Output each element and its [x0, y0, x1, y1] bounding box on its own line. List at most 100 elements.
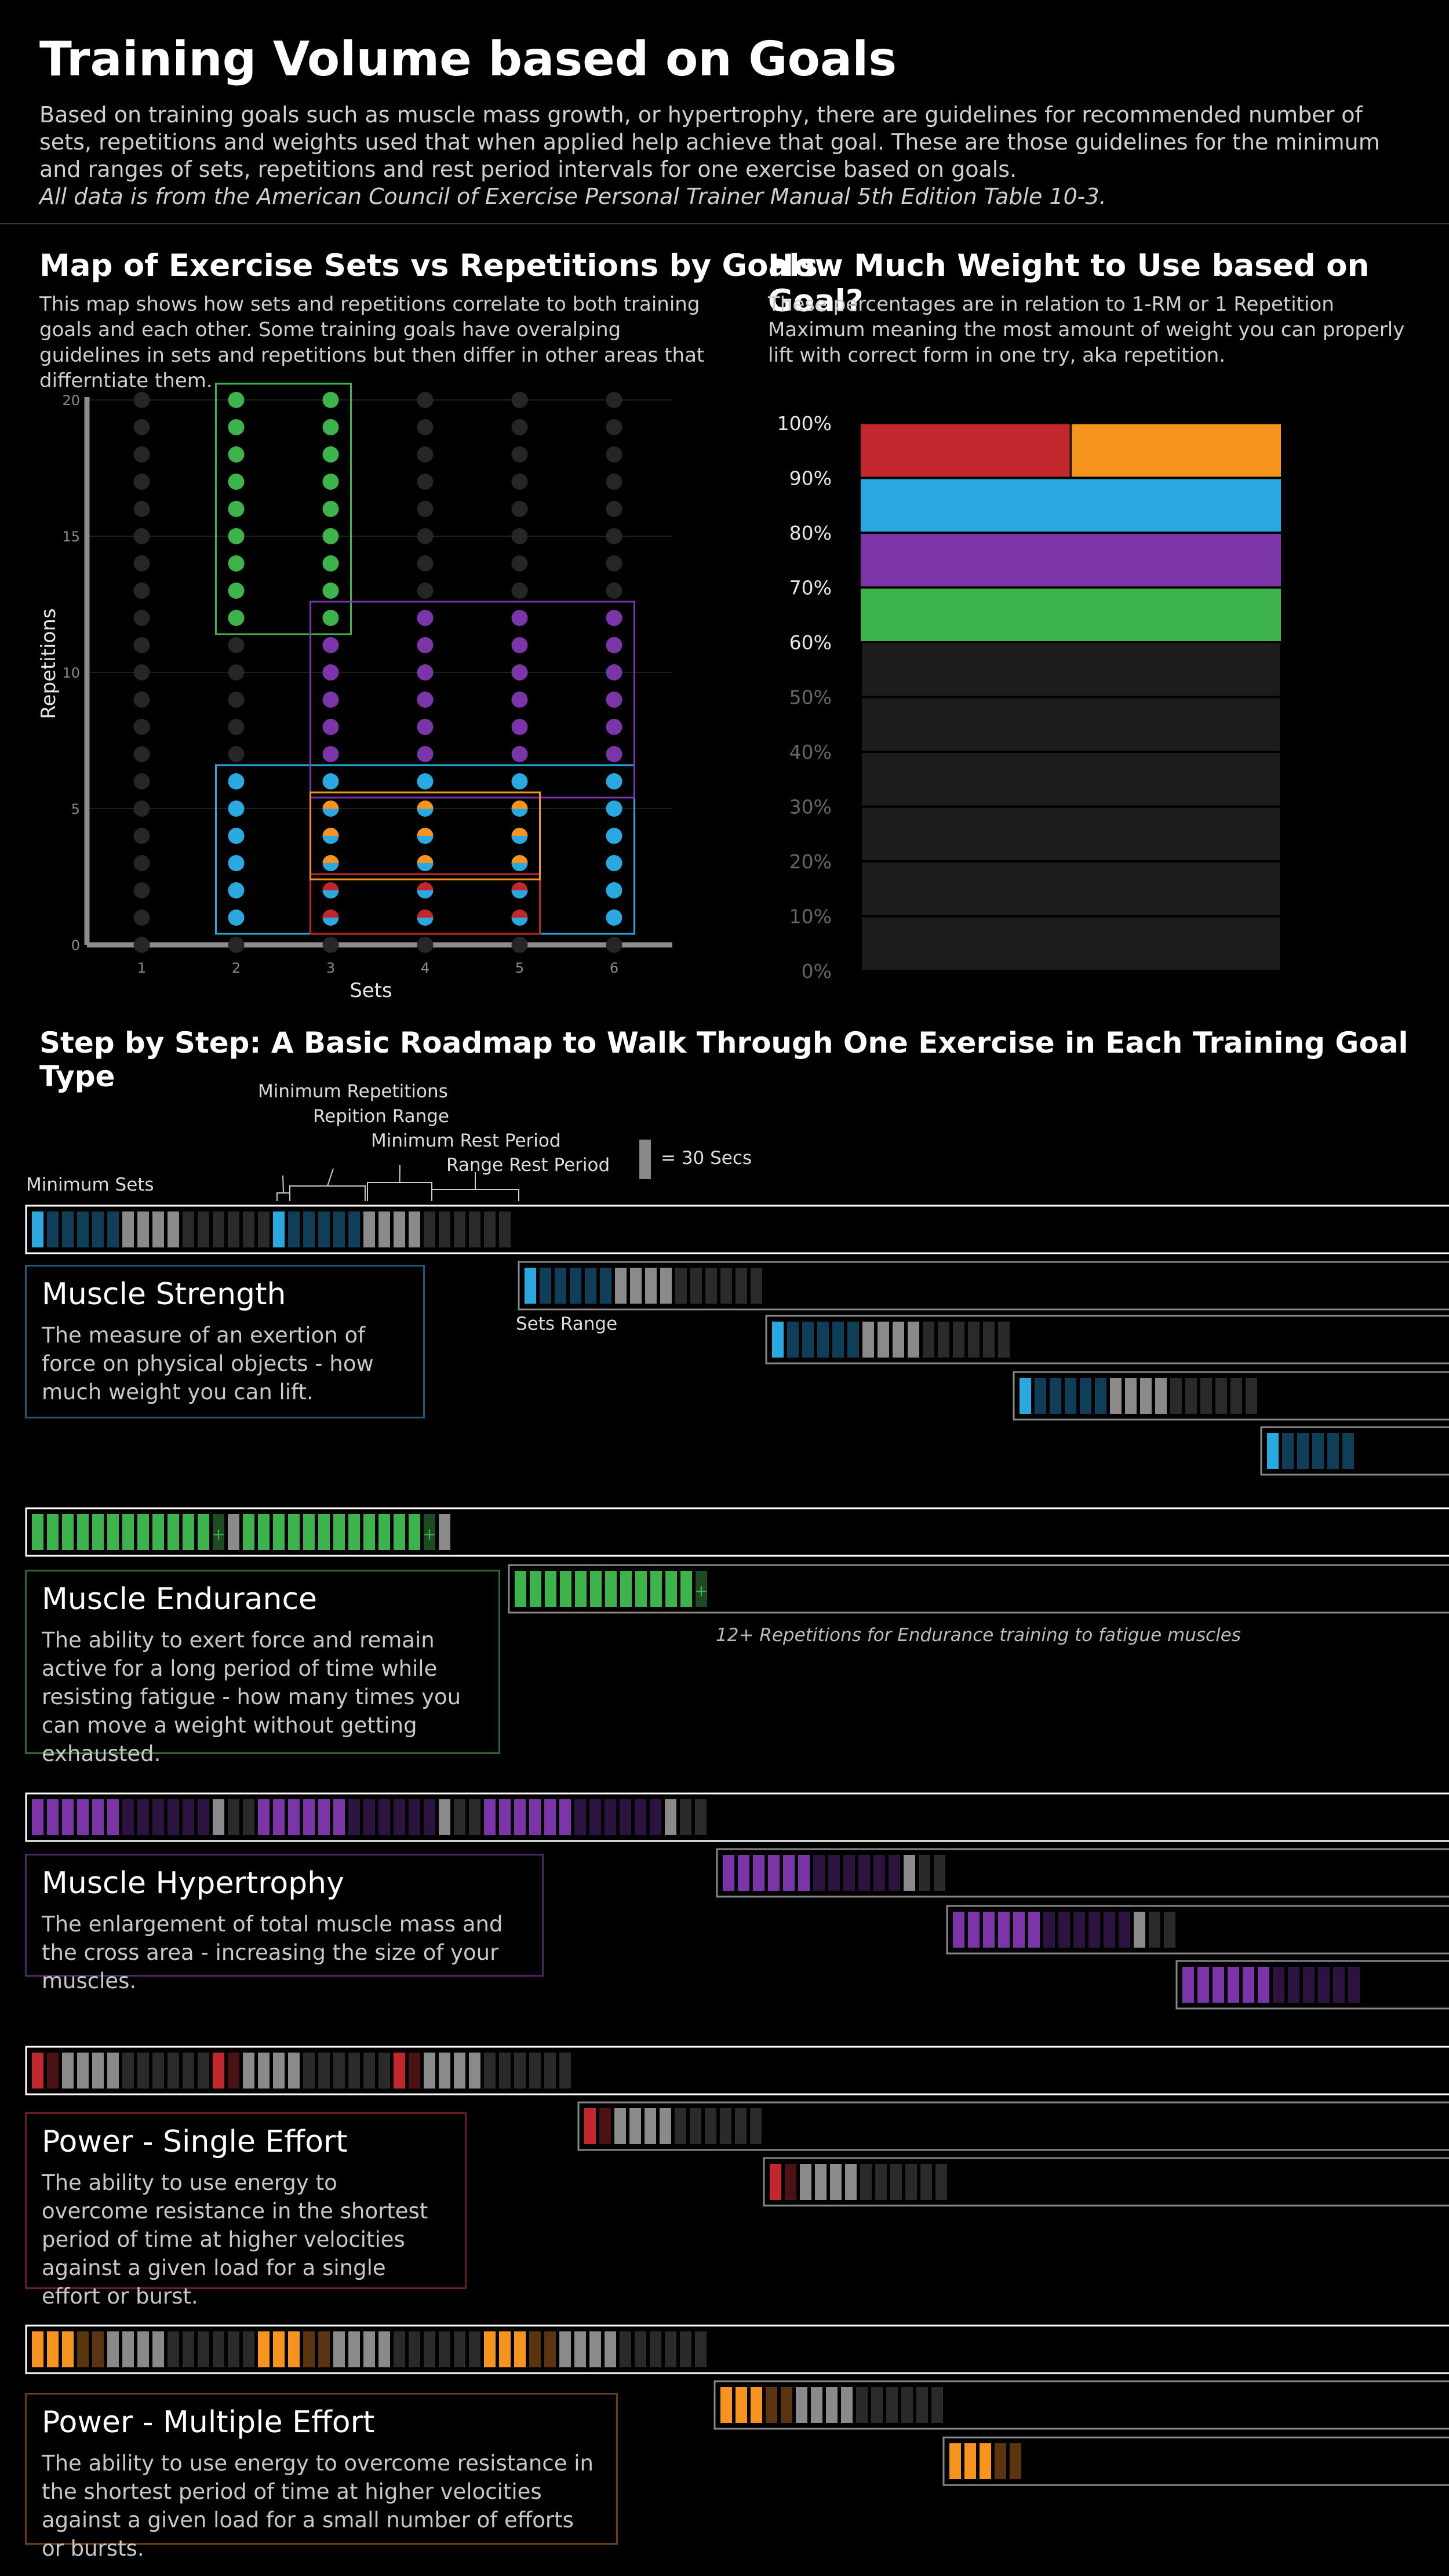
rest-block [1164, 1912, 1175, 1948]
y-tick-label: 20 [62, 392, 80, 409]
y-tick-label: 90% [789, 467, 832, 490]
rep-block [273, 1211, 285, 1247]
rep-block [1297, 1433, 1309, 1469]
data-point [133, 801, 150, 817]
data-point [417, 501, 434, 517]
rep-block [77, 2331, 89, 2367]
data-point [606, 882, 622, 898]
rep-block [288, 2331, 300, 2367]
data-point [228, 446, 245, 463]
data-point [133, 392, 150, 408]
rest-block [559, 2331, 571, 2367]
rep-block [1119, 1912, 1130, 1948]
rep-block [555, 1268, 566, 1304]
data-point [606, 446, 622, 463]
data-point-bottom [322, 918, 339, 926]
data-point-bottom [322, 890, 339, 898]
rest-block [690, 2108, 701, 2144]
rest-block [871, 2387, 883, 2423]
data-point [322, 446, 339, 463]
weight-bar-segment [861, 588, 1281, 641]
rep-block [258, 1514, 270, 1550]
rest-block [107, 2053, 119, 2089]
empty-band [860, 751, 1282, 808]
rep-block [363, 1799, 375, 1835]
x-tick-label: 5 [515, 960, 524, 976]
y-tick-label: 30% [789, 796, 832, 818]
y-tick-label: 60% [789, 631, 832, 654]
rep-block [152, 1799, 164, 1835]
rep-block [122, 1514, 134, 1550]
rep-block [584, 2108, 596, 2144]
rest-block [920, 2164, 932, 2200]
data-point [606, 692, 622, 708]
data-point [511, 528, 528, 544]
rest-block [605, 2331, 616, 2367]
set-track [942, 2436, 1449, 2486]
set-track [713, 2380, 1449, 2430]
rep-block [243, 1514, 254, 1550]
rest-block [665, 2331, 676, 2367]
rest-block [439, 2331, 450, 2367]
data-point-bottom [322, 836, 339, 844]
rest-block [841, 2387, 853, 2423]
data-point [511, 692, 528, 708]
rep-block [828, 1855, 840, 1891]
data-point-top [511, 882, 528, 890]
rest-block [122, 2053, 134, 2089]
data-point [417, 474, 434, 490]
set-track [25, 2046, 1449, 2095]
rep-block [318, 2331, 330, 2367]
data-point [133, 773, 150, 789]
weight-description: These percentages are in relation to 1-R… [768, 293, 1405, 367]
legend-30s-block [639, 1140, 651, 1179]
data-point [606, 637, 622, 653]
rep-block [32, 2053, 43, 2089]
rep-block [92, 1514, 104, 1550]
data-point [606, 773, 622, 789]
rest-block [650, 2331, 661, 2367]
empty-band [860, 696, 1282, 753]
rep-block [333, 1799, 345, 1835]
rep-block [499, 1799, 511, 1835]
rep-block [1080, 1378, 1091, 1414]
rep-block [949, 2443, 961, 2479]
rep-block [47, 1211, 59, 1247]
rest-block [137, 2331, 149, 2367]
y-tick-label: 5 [71, 801, 80, 817]
data-point [322, 637, 339, 653]
goal-box-power-multiple: Power - Multiple Effort The ability to u… [25, 2393, 618, 2561]
rep-block [303, 1211, 315, 1247]
rep-block [62, 1514, 74, 1550]
data-point [417, 937, 434, 953]
rest-block [1246, 1378, 1257, 1414]
rep-block [545, 1571, 556, 1607]
data-point [133, 719, 150, 735]
rest-block [615, 1268, 627, 1304]
rep-block [484, 1799, 496, 1835]
rep-block [32, 2331, 43, 2367]
rest-block [998, 1322, 1010, 1358]
y-tick-label: 70% [789, 577, 832, 599]
rest-block [830, 2164, 842, 2200]
rest-block [333, 2053, 345, 2089]
rest-block [720, 2108, 731, 2144]
rest-block [198, 2331, 209, 2367]
rest-block [439, 1799, 450, 1835]
rep-block [665, 1571, 677, 1607]
data-point [511, 937, 528, 953]
rep-block [783, 1855, 795, 1891]
data-point [228, 855, 245, 871]
rest-block [983, 1322, 995, 1358]
rest-block [409, 1211, 420, 1247]
y-tick-label: 0% [802, 960, 832, 983]
data-point [606, 501, 622, 517]
legend-bracket [289, 1185, 366, 1201]
rep-block [635, 1571, 647, 1607]
rep-block [1043, 1912, 1055, 1948]
legend-leader [327, 1168, 334, 1187]
data-point-top [322, 855, 339, 863]
data-point [133, 583, 150, 599]
data-point [133, 474, 150, 490]
data-point [606, 937, 622, 953]
